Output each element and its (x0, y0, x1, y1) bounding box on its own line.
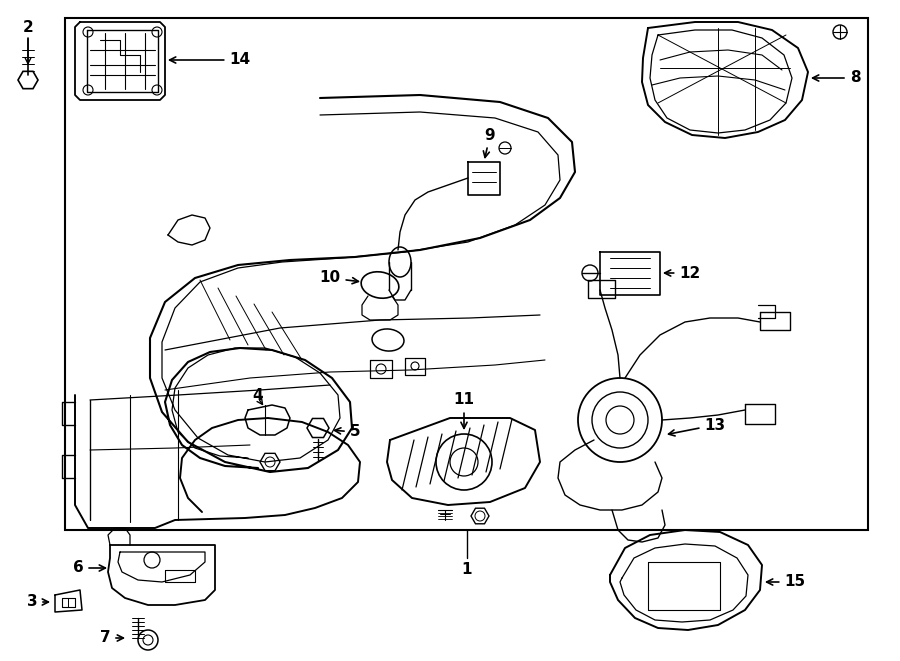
Text: 7: 7 (100, 631, 123, 646)
Text: 13: 13 (669, 418, 725, 436)
Text: 3: 3 (27, 594, 49, 609)
Text: 14: 14 (169, 52, 250, 67)
Text: 4: 4 (253, 387, 264, 403)
Text: 8: 8 (813, 71, 860, 85)
Text: 6: 6 (73, 561, 105, 576)
Text: 1: 1 (462, 563, 472, 578)
Text: 9: 9 (483, 128, 495, 157)
Text: 2: 2 (22, 20, 33, 36)
Text: 12: 12 (664, 266, 700, 280)
Bar (65, 18, 868, 530)
Text: 11: 11 (454, 393, 474, 428)
Text: 15: 15 (767, 574, 806, 590)
Text: 5: 5 (335, 424, 360, 440)
Text: 10: 10 (320, 270, 358, 286)
